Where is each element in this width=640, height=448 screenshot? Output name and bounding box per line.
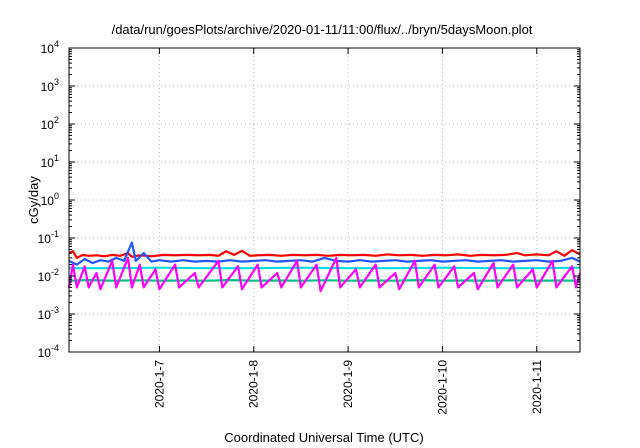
series-line-2 xyxy=(68,241,581,266)
x-tick-label: 2020-1-10 xyxy=(435,360,449,415)
series-line-5 xyxy=(67,256,582,293)
grid xyxy=(69,47,580,353)
chart-title: /data/run/goesPlots/archive/2020-01-11/1… xyxy=(112,22,533,37)
x-axis-label: Coordinated Universal Time (UTC) xyxy=(224,430,423,445)
axes: 10-4 10-3 10-2 10-1 100 101 102 103 104 2020-1-7 2… xyxy=(38,39,581,415)
y-tick-label: 104 xyxy=(41,39,59,56)
plot-border xyxy=(68,47,581,353)
y-tick-label: 100 xyxy=(41,191,59,208)
y-tick-label: 101 xyxy=(41,153,59,170)
y-tick-label: 10-4 xyxy=(38,343,59,360)
y-tick-label: 10-3 xyxy=(38,305,59,322)
x-tick-label: 2020-1-9 xyxy=(341,360,355,408)
series-layer xyxy=(67,241,582,293)
y-tick-label: 10-2 xyxy=(38,267,59,284)
x-tick-label: 2020-1-11 xyxy=(530,360,544,414)
y-tick-label: 102 xyxy=(41,115,59,132)
series-line-1 xyxy=(68,249,581,259)
x-tick-label: 2020-1-8 xyxy=(247,360,261,408)
y-tick-label: 103 xyxy=(41,77,59,94)
series-line-3 xyxy=(69,266,581,270)
y-tick-label: 10-1 xyxy=(38,229,59,246)
y-axis-label: cGy/day xyxy=(26,176,41,224)
x-tick-label: 2020-1-7 xyxy=(152,360,166,408)
